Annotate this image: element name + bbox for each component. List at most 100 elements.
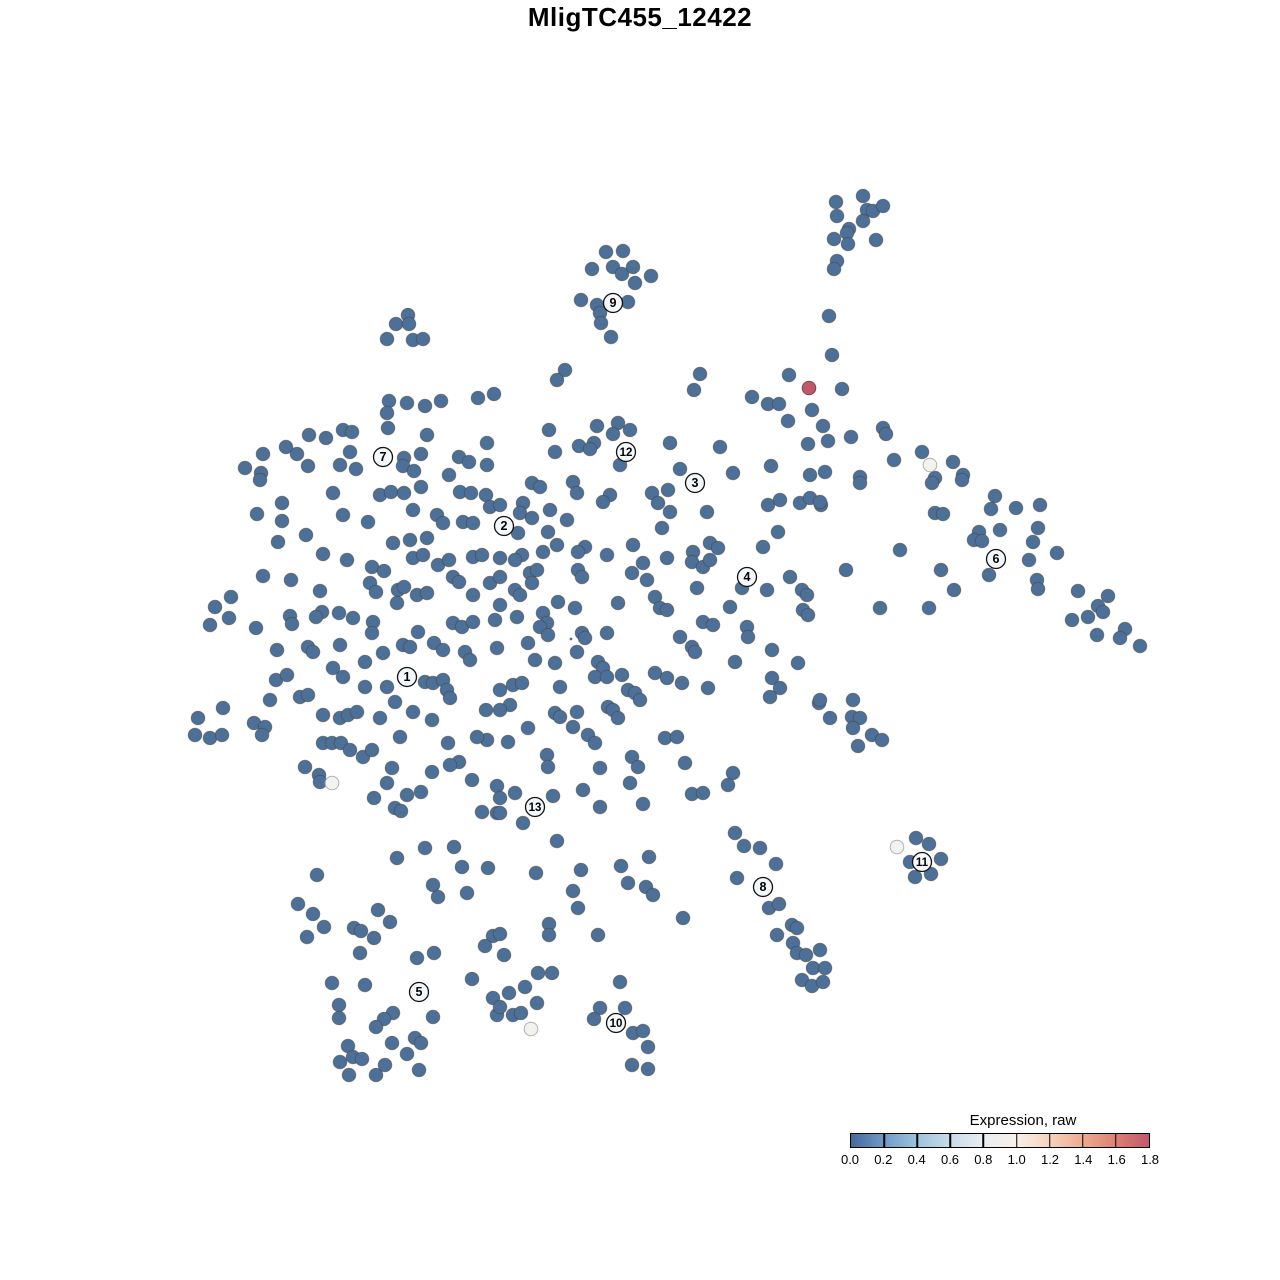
data-point (496, 947, 512, 963)
data-point (789, 920, 805, 936)
data-point (722, 599, 738, 615)
data-point (339, 552, 355, 568)
data-point (492, 550, 508, 566)
data-point (309, 867, 325, 883)
data-point (402, 532, 418, 548)
data-point (512, 587, 528, 603)
data-point (402, 639, 418, 655)
data-point (657, 730, 673, 746)
data-point (782, 569, 798, 585)
data-point (366, 790, 382, 806)
data-point (643, 268, 659, 284)
data-point (613, 858, 629, 874)
data-point (1049, 545, 1065, 561)
data-point (645, 887, 661, 903)
data-point (702, 552, 718, 568)
data-point (640, 1039, 656, 1055)
data-point (610, 710, 626, 726)
data-point (933, 562, 949, 578)
data-point (744, 389, 760, 405)
data-point (635, 555, 651, 571)
data-point (368, 584, 384, 600)
data-point (489, 640, 505, 656)
cluster-label-circle-7 (372, 446, 394, 468)
data-point (640, 1061, 656, 1077)
data-point (675, 910, 691, 926)
data-point (375, 645, 391, 661)
data-point (297, 759, 313, 775)
data-point (318, 430, 334, 446)
cluster-label-circle-12 (615, 441, 637, 463)
data-point (727, 825, 743, 841)
data-point (817, 464, 833, 480)
data-point (868, 232, 884, 248)
data-point (357, 654, 373, 670)
data-point (686, 382, 702, 398)
data-point (923, 866, 939, 882)
data-point (366, 930, 382, 946)
data-point (799, 587, 815, 603)
data-point (477, 938, 493, 954)
data-point (492, 569, 508, 585)
data-point (530, 965, 546, 981)
data-point (565, 719, 581, 735)
data-point (529, 562, 545, 578)
data-point (987, 488, 1003, 504)
data-point (781, 367, 797, 383)
cluster-label-text-8: 8 (760, 880, 767, 894)
data-point (855, 213, 871, 229)
data-point (672, 461, 688, 477)
data-point (875, 198, 891, 214)
data-point (470, 390, 486, 406)
data-point (650, 495, 666, 511)
data-point (592, 799, 608, 815)
data-point (573, 862, 589, 878)
data-point (552, 679, 568, 695)
data-point (874, 732, 890, 748)
data-point (1030, 581, 1046, 597)
data-point (357, 679, 373, 695)
data-point (981, 567, 997, 583)
data-point (593, 315, 609, 331)
data-point (768, 856, 784, 872)
data-point (834, 381, 850, 397)
cluster-label-text-2: 2 (501, 519, 508, 533)
data-point (354, 1051, 370, 1067)
data-point (274, 495, 290, 511)
data-point (406, 463, 422, 479)
data-point (364, 625, 380, 641)
data-point (1021, 552, 1037, 568)
data-point (946, 582, 962, 598)
data-point (615, 243, 631, 259)
data-point (826, 261, 842, 277)
data-point (425, 1009, 441, 1025)
data-point (376, 563, 392, 579)
data-point (617, 1000, 633, 1016)
data-point (528, 865, 544, 881)
cluster-label-text-10: 10 (610, 1018, 623, 1030)
data-point (252, 472, 268, 488)
data-point (478, 702, 494, 718)
data-point (590, 927, 606, 943)
tiny-data-point (569, 637, 573, 641)
data-point (396, 485, 412, 501)
data-point (464, 772, 480, 788)
data-point (492, 999, 508, 1015)
data-point (202, 730, 218, 746)
cluster-label-text-1: 1 (404, 670, 411, 684)
data-point (335, 507, 351, 523)
data-point (301, 427, 317, 443)
data-point (255, 446, 271, 462)
data-point (603, 329, 619, 345)
data-point (541, 927, 557, 943)
data-point (316, 919, 332, 935)
data-point (569, 644, 585, 660)
cluster-label-circle-5 (408, 981, 430, 1003)
data-point (689, 580, 705, 596)
data-point (440, 735, 456, 751)
data-point (838, 562, 854, 578)
cluster-label-circle-4 (736, 566, 758, 588)
data-point (393, 803, 409, 819)
data-point (630, 759, 646, 775)
data-point (312, 774, 328, 790)
